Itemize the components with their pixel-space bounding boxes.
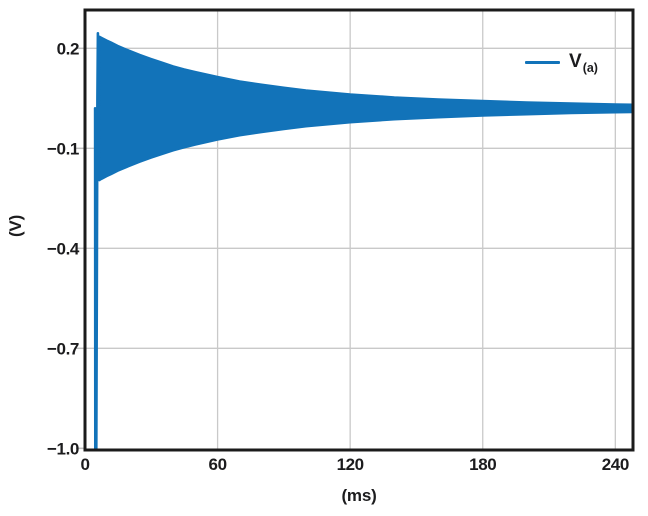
y-axis-label: (V)	[6, 214, 25, 238]
startup-spike-trace	[93, 31, 101, 450]
legend: V(a)	[525, 51, 598, 75]
y-tick-label: 0.2	[57, 39, 79, 58]
legend-label-main: V	[569, 51, 582, 72]
x-tick-label: 240	[602, 455, 629, 474]
legend-label-sub: (a)	[582, 61, 598, 75]
x-tick-label: 120	[337, 455, 364, 474]
y-tick-label: −0.7	[47, 339, 79, 358]
y-tick-label: −0.4	[47, 239, 80, 258]
legend-label: V(a)	[569, 51, 598, 75]
y-tick-label: −0.1	[47, 139, 79, 158]
x-tick-label: 180	[469, 455, 496, 474]
x-tick-label: 60	[209, 455, 227, 474]
plot-frame	[83, 8, 635, 452]
x-tick-label: 0	[80, 455, 89, 474]
y-tick-label: −1.0	[47, 439, 79, 458]
x-axis-label: (ms)	[341, 486, 377, 505]
legend-line-swatch	[525, 60, 560, 64]
